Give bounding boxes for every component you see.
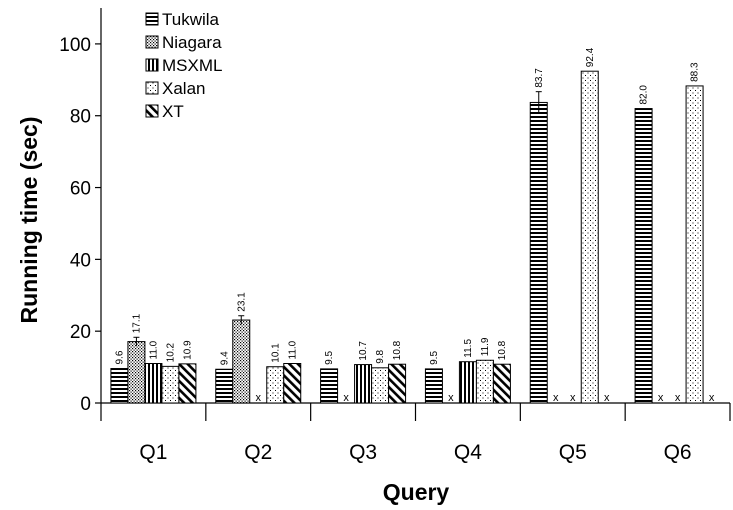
data-label: 11.0 (287, 340, 298, 359)
y-tick-label: 0 (80, 394, 91, 415)
data-label: 9.8 (375, 349, 386, 363)
y-tick-label: 80 (70, 107, 91, 128)
data-label: 10.8 (392, 340, 403, 360)
bar (424, 368, 443, 404)
data-label: 10.2 (165, 342, 176, 362)
data-label: 83.7 (534, 68, 545, 88)
legend-label: Tukwila (162, 10, 220, 29)
bars: 9.6 17.1 11.0 10.2 10.9 9.4 23.1 x 10.1 11.0 9.5 x 1… (110, 47, 715, 404)
legend-swatch (145, 12, 159, 26)
bar (371, 367, 390, 404)
data-label: 10.9 (182, 340, 193, 360)
x-axis: Q1 Q2 Q3 Q4 Q5 Q6 (100, 402, 731, 464)
x-axis-title: Query (383, 479, 450, 505)
bar (320, 368, 339, 404)
data-label: 23.1 (236, 292, 247, 312)
legend-label: MSXML (162, 56, 222, 75)
legend-label: Niagara (162, 33, 222, 52)
data-label: 9.4 (219, 351, 230, 365)
bar (232, 319, 251, 404)
bar (266, 366, 285, 404)
bar (634, 108, 653, 404)
legend: Tukwila Niagara MSXML Xalan XT (145, 10, 222, 121)
data-label: 11.5 (463, 339, 474, 358)
missing-value-mark: x (448, 392, 454, 404)
bar (529, 101, 548, 404)
x-category-label: Q6 (664, 441, 692, 464)
y-axis-title: Running time (sec) (16, 116, 42, 323)
bar (215, 368, 234, 404)
data-label: 10.7 (358, 341, 369, 361)
data-label: 92.4 (585, 47, 596, 67)
bar (127, 341, 146, 404)
bar (492, 363, 511, 404)
data-label: 9.5 (429, 351, 440, 365)
bar (388, 363, 407, 404)
bar (580, 70, 599, 404)
y-axis: 0 20 40 60 80 100 (59, 8, 102, 415)
missing-value-mark: x (570, 392, 576, 404)
data-label: 88.3 (690, 62, 701, 82)
x-category-label: Q4 (454, 441, 482, 464)
missing-value-mark: x (343, 392, 349, 404)
data-label: 10.1 (270, 343, 281, 363)
bar (283, 363, 302, 404)
legend-label: XT (162, 102, 184, 121)
missing-value-mark: x (553, 392, 559, 404)
data-label: 82.0 (639, 85, 650, 105)
bar (475, 359, 494, 404)
missing-value-mark: x (256, 392, 262, 404)
bar (144, 363, 163, 404)
bar (161, 365, 180, 404)
y-tick-label: 100 (59, 35, 91, 56)
missing-value-mark: x (658, 392, 664, 404)
x-category-label: Q1 (139, 441, 167, 464)
legend-label: Xalan (162, 79, 205, 98)
bar (458, 361, 477, 404)
missing-value-mark: x (675, 392, 681, 404)
data-label: 10.8 (497, 340, 508, 360)
bar (354, 364, 373, 404)
bar (685, 85, 704, 404)
x-category-label: Q3 (349, 441, 377, 464)
y-tick-label: 20 (70, 322, 91, 343)
legend-swatch (145, 81, 159, 95)
legend-swatch (145, 104, 159, 118)
legend-swatch (145, 58, 159, 72)
y-tick-label: 40 (70, 250, 91, 271)
y-tick-label: 60 (70, 179, 91, 200)
data-label: 9.6 (114, 350, 125, 364)
data-label: 17.1 (131, 313, 142, 333)
missing-value-mark: x (709, 392, 715, 404)
bar (110, 368, 129, 404)
data-label: 11.9 (480, 337, 491, 356)
legend-swatch (145, 35, 159, 49)
bar (178, 363, 197, 404)
x-category-label: Q5 (559, 441, 587, 464)
missing-value-mark: x (604, 392, 610, 404)
data-label: 11.0 (148, 340, 159, 359)
x-category-label: Q2 (244, 441, 272, 464)
data-label: 9.5 (324, 351, 335, 365)
